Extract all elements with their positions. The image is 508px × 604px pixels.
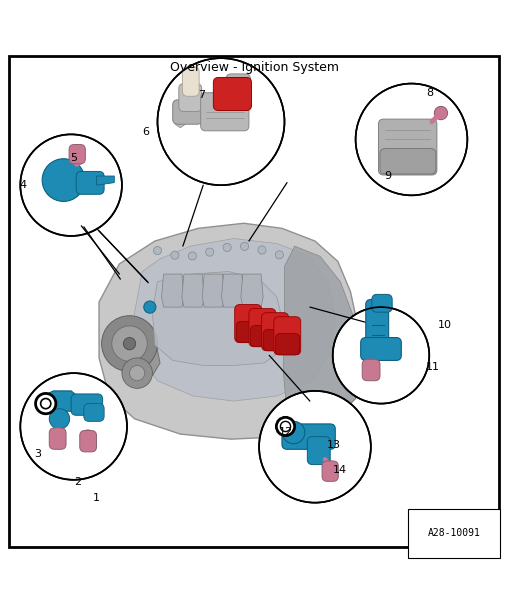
Polygon shape xyxy=(221,274,244,307)
Text: 12: 12 xyxy=(278,426,293,437)
Text: A28-10091: A28-10091 xyxy=(428,528,481,538)
Circle shape xyxy=(42,159,85,201)
Circle shape xyxy=(41,399,51,409)
Circle shape xyxy=(130,365,145,381)
Text: 13: 13 xyxy=(327,440,341,450)
FancyBboxPatch shape xyxy=(249,309,276,347)
Polygon shape xyxy=(99,223,363,439)
FancyBboxPatch shape xyxy=(49,428,66,449)
Polygon shape xyxy=(175,112,203,128)
Circle shape xyxy=(434,106,448,120)
FancyBboxPatch shape xyxy=(322,461,338,481)
Text: 6: 6 xyxy=(142,127,149,137)
Circle shape xyxy=(240,242,248,251)
FancyBboxPatch shape xyxy=(69,144,85,164)
Polygon shape xyxy=(97,176,114,185)
FancyBboxPatch shape xyxy=(179,83,202,112)
Circle shape xyxy=(188,252,197,260)
Circle shape xyxy=(112,326,147,361)
Circle shape xyxy=(364,359,377,372)
FancyBboxPatch shape xyxy=(275,333,300,355)
FancyBboxPatch shape xyxy=(226,74,250,106)
Circle shape xyxy=(282,422,305,444)
Circle shape xyxy=(49,409,70,429)
Circle shape xyxy=(144,301,156,313)
Circle shape xyxy=(20,134,122,236)
Polygon shape xyxy=(107,320,160,376)
FancyBboxPatch shape xyxy=(236,321,261,342)
Text: 3: 3 xyxy=(35,449,42,460)
Text: Overview - Ignition System: Overview - Ignition System xyxy=(170,60,338,74)
Circle shape xyxy=(333,307,429,403)
Circle shape xyxy=(153,246,162,255)
Text: 14: 14 xyxy=(333,464,347,475)
FancyBboxPatch shape xyxy=(235,304,262,342)
FancyBboxPatch shape xyxy=(263,329,288,351)
Circle shape xyxy=(36,393,56,414)
Polygon shape xyxy=(41,391,79,411)
FancyBboxPatch shape xyxy=(201,92,249,131)
FancyBboxPatch shape xyxy=(378,119,437,175)
Circle shape xyxy=(72,153,83,164)
Circle shape xyxy=(123,338,136,350)
Circle shape xyxy=(20,373,127,480)
Circle shape xyxy=(276,417,295,435)
Polygon shape xyxy=(162,274,184,307)
Polygon shape xyxy=(283,246,363,429)
FancyBboxPatch shape xyxy=(380,149,436,174)
Circle shape xyxy=(51,428,64,441)
Polygon shape xyxy=(241,274,263,307)
FancyBboxPatch shape xyxy=(76,172,104,194)
FancyBboxPatch shape xyxy=(362,359,380,381)
FancyBboxPatch shape xyxy=(282,424,335,449)
FancyBboxPatch shape xyxy=(250,326,275,347)
Circle shape xyxy=(258,246,266,254)
Circle shape xyxy=(171,251,179,259)
Text: 11: 11 xyxy=(426,362,440,372)
FancyBboxPatch shape xyxy=(361,338,401,361)
Circle shape xyxy=(102,316,157,371)
Circle shape xyxy=(280,422,291,431)
Circle shape xyxy=(277,332,287,342)
Circle shape xyxy=(275,251,283,259)
Polygon shape xyxy=(202,274,225,307)
Circle shape xyxy=(157,58,284,185)
Text: 4: 4 xyxy=(19,180,26,190)
Polygon shape xyxy=(152,272,283,365)
Text: 9: 9 xyxy=(384,171,391,181)
Text: 5: 5 xyxy=(70,153,77,162)
Polygon shape xyxy=(182,274,204,307)
Text: 1: 1 xyxy=(92,493,100,503)
FancyBboxPatch shape xyxy=(71,394,103,416)
Polygon shape xyxy=(135,239,335,401)
FancyBboxPatch shape xyxy=(307,437,330,464)
Circle shape xyxy=(206,248,214,256)
Text: 7: 7 xyxy=(198,90,205,100)
Circle shape xyxy=(259,391,371,503)
Circle shape xyxy=(122,358,152,388)
FancyBboxPatch shape xyxy=(173,100,202,124)
FancyBboxPatch shape xyxy=(182,67,199,96)
FancyBboxPatch shape xyxy=(366,300,389,350)
Circle shape xyxy=(356,83,467,195)
FancyBboxPatch shape xyxy=(274,316,301,355)
Text: 8: 8 xyxy=(427,88,434,98)
Circle shape xyxy=(324,461,336,473)
FancyBboxPatch shape xyxy=(84,403,104,422)
FancyBboxPatch shape xyxy=(80,431,97,452)
FancyBboxPatch shape xyxy=(262,313,289,351)
Text: 2: 2 xyxy=(74,477,81,487)
Text: 10: 10 xyxy=(438,320,452,330)
Circle shape xyxy=(223,243,231,251)
Circle shape xyxy=(81,430,94,443)
FancyBboxPatch shape xyxy=(213,77,251,111)
FancyBboxPatch shape xyxy=(372,294,392,312)
